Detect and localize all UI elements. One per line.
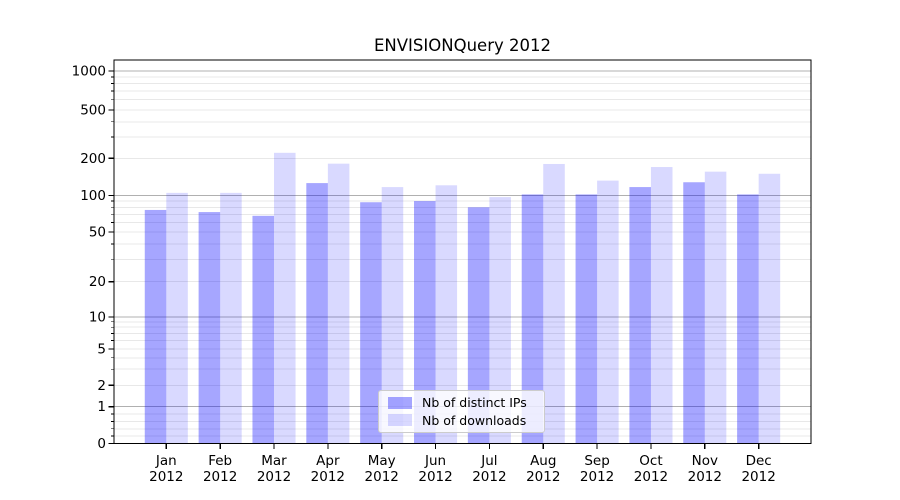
x-tick-label-month: May <box>368 453 396 469</box>
bar-distinct-ips-may <box>360 202 382 444</box>
bar-downloads-oct <box>650 167 673 444</box>
bar-downloads-may <box>381 187 404 444</box>
x-tick-label-year: 2012 <box>472 469 506 485</box>
y-tick-label: 0 <box>97 436 106 452</box>
bar-distinct-ips-mar <box>252 215 274 444</box>
x-tick-label-year: 2012 <box>365 469 399 485</box>
y-tick-label: 1 <box>97 399 106 415</box>
bar-distinct-ips-jul <box>467 207 490 444</box>
x-tick-label-year: 2012 <box>526 469 560 485</box>
bar-distinct-ips-dec <box>737 194 759 444</box>
y-tick-label: 20 <box>89 274 106 290</box>
x-tick-label-month: Dec <box>746 453 772 469</box>
x-tick-label-month: Jul <box>480 453 497 469</box>
legend-item-distinct-ips: Nb of distinct IPs <box>379 395 544 411</box>
bar-distinct-ips-apr <box>306 183 328 444</box>
legend-swatch-downloads <box>388 414 412 427</box>
x-tick-label-year: 2012 <box>580 469 614 485</box>
legend-label-distinct-ips: Nb of distinct IPs <box>422 395 527 411</box>
x-tick-label-year: 2012 <box>203 469 237 485</box>
bar-downloads-mar <box>274 152 296 444</box>
x-tick-label-month: Jan <box>155 453 177 469</box>
bar-downloads-nov <box>704 171 727 444</box>
x-tick-label-month: Sep <box>584 453 609 469</box>
x-tick-label-year: 2012 <box>634 469 668 485</box>
x-tick-label-month: Jun <box>424 453 446 469</box>
x-tick-label-year: 2012 <box>741 469 775 485</box>
y-tick-label: 2 <box>97 378 106 394</box>
y-tick-label: 50 <box>89 225 106 241</box>
bar-downloads-dec <box>758 173 781 444</box>
x-tick-label-month: Apr <box>316 453 340 469</box>
x-tick-label-month: Nov <box>692 453 718 469</box>
plot-border <box>113 59 812 445</box>
x-tick-label-month: Aug <box>530 453 556 469</box>
x-tick-label-month: Oct <box>639 453 662 469</box>
y-tick-label: 100 <box>80 188 106 204</box>
bar-downloads-jul <box>489 197 511 444</box>
x-tick-label-year: 2012 <box>418 469 452 485</box>
bar-downloads-sep <box>597 180 619 444</box>
legend: Nb of distinct IPs Nb of downloads <box>378 390 545 433</box>
chart-title: ENVISIONQuery 2012 <box>374 36 551 55</box>
y-tick-label: 1000 <box>72 64 106 80</box>
bar-distinct-ips-aug <box>521 194 544 444</box>
y-tick-label: 5 <box>97 342 106 358</box>
x-tick-label-year: 2012 <box>257 469 291 485</box>
bar-distinct-ips-sep <box>575 194 598 444</box>
bar-distinct-ips-oct <box>629 187 651 444</box>
bar-downloads-jun <box>435 185 458 444</box>
bar-downloads-aug <box>543 163 565 444</box>
y-tick-label: 10 <box>89 309 106 325</box>
x-tick-label-year: 2012 <box>688 469 722 485</box>
legend-swatch-distinct-ips <box>388 396 412 409</box>
bar-downloads-feb <box>220 192 242 444</box>
legend-item-downloads: Nb of downloads <box>379 412 544 428</box>
x-tick-label-month: Mar <box>261 453 287 469</box>
legend-label-downloads: Nb of downloads <box>422 412 527 428</box>
bar-distinct-ips-feb <box>198 212 221 444</box>
x-tick-label-month: Feb <box>208 453 232 469</box>
bar-downloads-apr <box>327 163 350 444</box>
bar-distinct-ips-jan <box>144 209 167 444</box>
bar-distinct-ips-nov <box>683 182 705 444</box>
y-tick-label: 500 <box>80 103 106 119</box>
bar-distinct-ips-jun <box>414 201 436 444</box>
x-tick-label-year: 2012 <box>149 469 183 485</box>
bar-downloads-jan <box>166 192 188 444</box>
y-tick-label: 200 <box>80 151 106 167</box>
x-tick-label-year: 2012 <box>311 469 345 485</box>
